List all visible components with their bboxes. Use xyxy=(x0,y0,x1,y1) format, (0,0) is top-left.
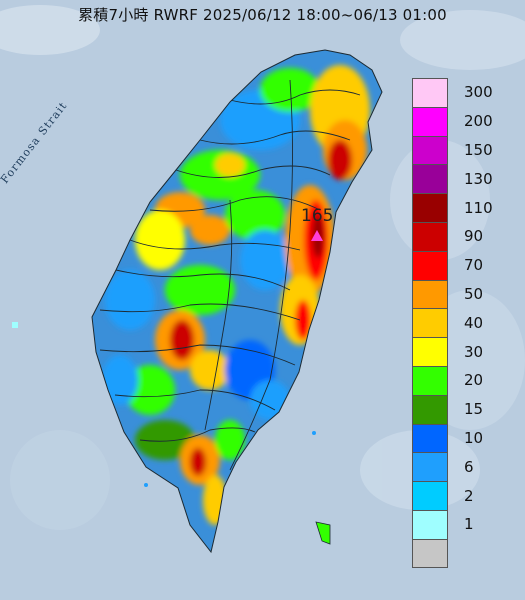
legend-swatch xyxy=(412,193,448,222)
legend-swatch xyxy=(412,164,448,194)
legend-label: 150 xyxy=(464,141,493,159)
rainfall-field xyxy=(102,65,370,525)
liuqiu-island xyxy=(144,483,148,487)
penghu-islands xyxy=(12,322,18,328)
legend-label: 10 xyxy=(464,429,484,447)
legend-swatch xyxy=(412,135,448,165)
legend-label: 130 xyxy=(464,169,493,188)
legend-label: 200 xyxy=(464,112,493,131)
legend-label: 50 xyxy=(464,285,484,303)
coastline xyxy=(91,49,383,554)
legend-label: 70 xyxy=(464,256,484,275)
legend-swatch xyxy=(412,222,448,251)
legend-label: 300 xyxy=(464,83,493,102)
legend-swatch xyxy=(412,510,448,539)
legend-swatch xyxy=(412,452,448,482)
legend-swatch xyxy=(412,394,448,424)
legend-swatch xyxy=(412,481,448,510)
max-rain-marker-icon xyxy=(311,230,323,241)
legend-label: 30 xyxy=(464,342,484,361)
legend-swatch xyxy=(412,538,448,568)
county-borders xyxy=(99,79,361,471)
max-rain-value: 165 xyxy=(301,206,334,226)
legend-label: 15 xyxy=(464,400,484,419)
legend-label: 2 xyxy=(464,486,474,505)
legend-label: 90 xyxy=(464,227,484,246)
legend-swatch xyxy=(412,279,448,309)
legend-label: 110 xyxy=(464,198,493,217)
map-title: 累積7小時 RWRF 2025/06/12 18:00~06/13 01:00 xyxy=(78,6,447,24)
legend-swatch xyxy=(412,250,448,280)
legend-swatch xyxy=(412,308,448,338)
legend-swatch xyxy=(412,106,448,136)
legend-label: 40 xyxy=(464,313,484,332)
lanyu-island xyxy=(315,521,331,545)
legend-swatch xyxy=(412,366,448,395)
legend-label: 1 xyxy=(464,515,474,534)
legend-swatch xyxy=(412,78,448,107)
legend-label: 6 xyxy=(464,457,474,476)
green-island xyxy=(312,431,316,435)
legend-swatch xyxy=(412,423,448,453)
legend-swatch xyxy=(412,337,448,366)
legend-label: 20 xyxy=(464,371,484,390)
